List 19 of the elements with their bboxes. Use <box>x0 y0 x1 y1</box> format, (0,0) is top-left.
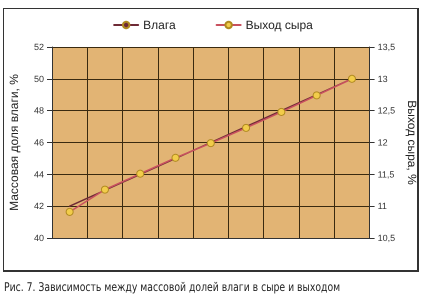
y-tick-label: 40 <box>34 233 44 243</box>
legend-label: Выход сыра <box>246 18 314 32</box>
y2-tick-label: 13 <box>378 74 388 84</box>
y2-tick-label: 12,5 <box>378 106 396 116</box>
y-tick-label: 44 <box>34 169 44 180</box>
y2-tick-label: 12 <box>378 138 388 148</box>
y-tick-label: 42 <box>34 201 44 212</box>
y-tick-label: 46 <box>34 138 44 148</box>
y-tick-label: 48 <box>34 106 44 116</box>
y-axis-title: Массовая доля влаги, % <box>7 74 21 211</box>
y2-tick-label: 13,5 <box>378 42 396 52</box>
y2-axis-title: Выход сыра, % <box>405 100 419 186</box>
legend-label: Влага <box>143 18 176 32</box>
y2-tick-label: 10,5 <box>378 233 396 243</box>
y2-tick-label: 11,5 <box>378 169 394 180</box>
text: Рис. 7. Зависимость между массовой долей влаги в сыре и выходом <box>4 280 340 294</box>
y-tick-label: 52 <box>34 42 44 52</box>
y-tick-label: 50 <box>34 74 44 84</box>
y2-tick-label: 11 <box>378 201 387 212</box>
